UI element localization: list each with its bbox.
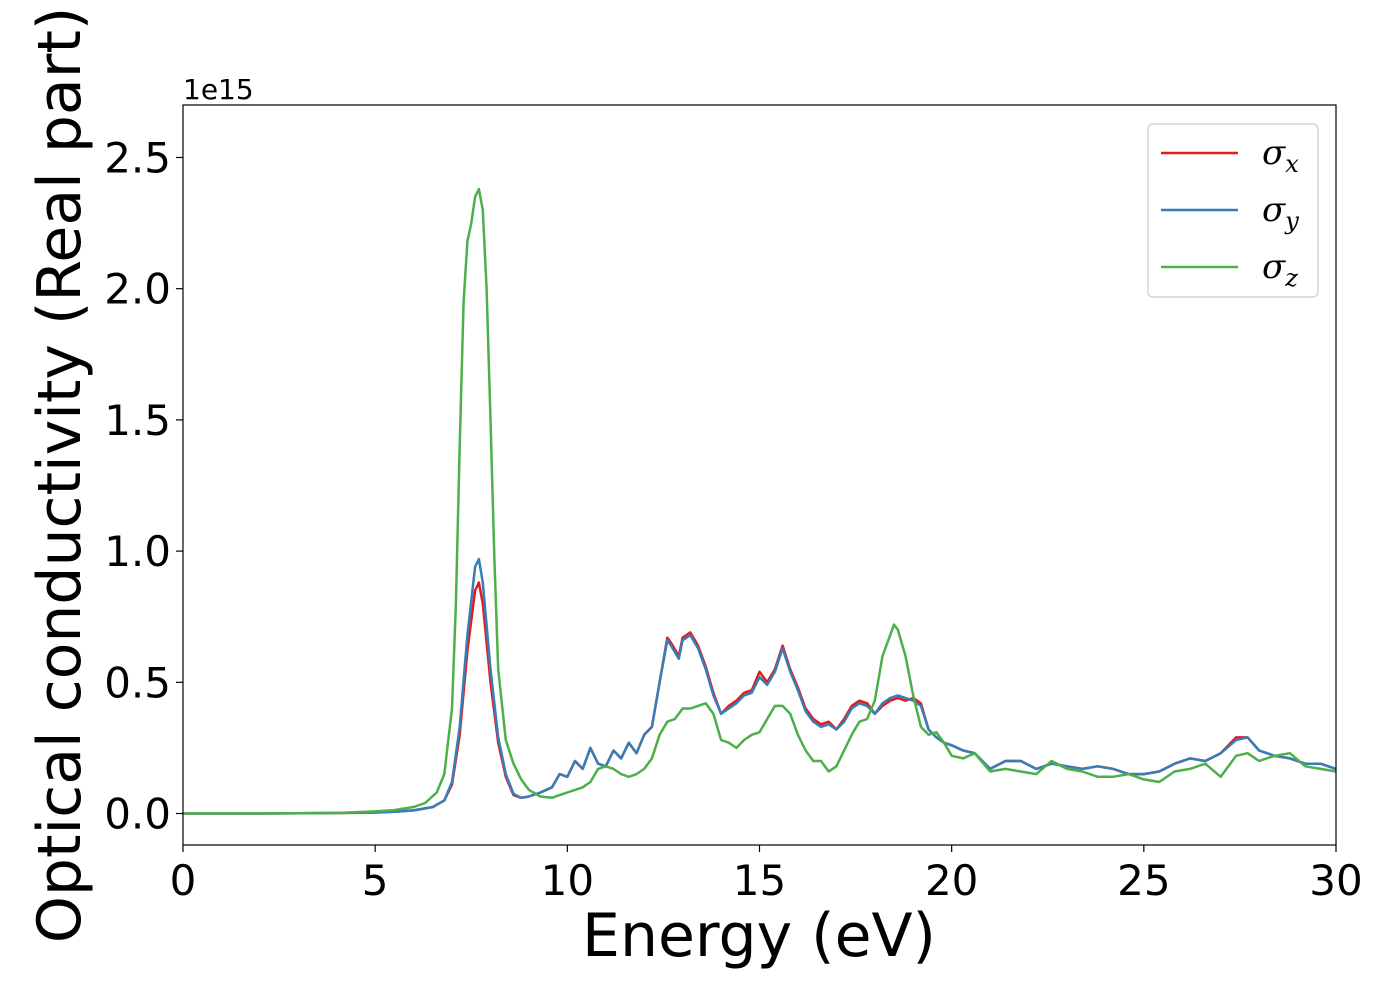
x-tick-label: 0 (170, 856, 197, 905)
x-axis-ticks: 0 5 10 15 20 25 30 (170, 845, 1363, 905)
y-axis-offset-label: 1e15 (183, 73, 254, 106)
legend: σx σy σz (1147, 123, 1319, 298)
x-tick-label: 20 (925, 856, 978, 905)
series-lines (183, 187, 1336, 815)
x-tick-label: 5 (362, 856, 389, 905)
x-tick-label: 10 (541, 856, 594, 905)
legend-label-x: σx (1262, 133, 1299, 178)
y-axis-title: Optical conductivity (Real part) (25, 7, 95, 944)
y-tick-label: 0.5 (104, 658, 171, 707)
x-tick-label: 25 (1117, 856, 1170, 905)
series-line-z (183, 187, 1336, 815)
legend-label-y: σy (1262, 190, 1299, 235)
x-axis-title: Energy (eV) (582, 901, 936, 971)
y-tick-label: 2.5 (104, 133, 171, 182)
x-tick-label: 30 (1309, 856, 1362, 905)
y-tick-label: 2.0 (104, 265, 171, 314)
y-axis-ticks: 0.0 0.5 1.0 1.5 2.0 2.5 (104, 133, 183, 839)
legend-label-z: σz (1262, 247, 1298, 292)
series-line-y (183, 557, 1336, 815)
x-tick-label: 15 (733, 856, 786, 905)
y-tick-label: 0.0 (104, 790, 171, 839)
y-tick-label: 1.0 (104, 527, 171, 576)
y-tick-label: 1.5 (104, 396, 171, 445)
